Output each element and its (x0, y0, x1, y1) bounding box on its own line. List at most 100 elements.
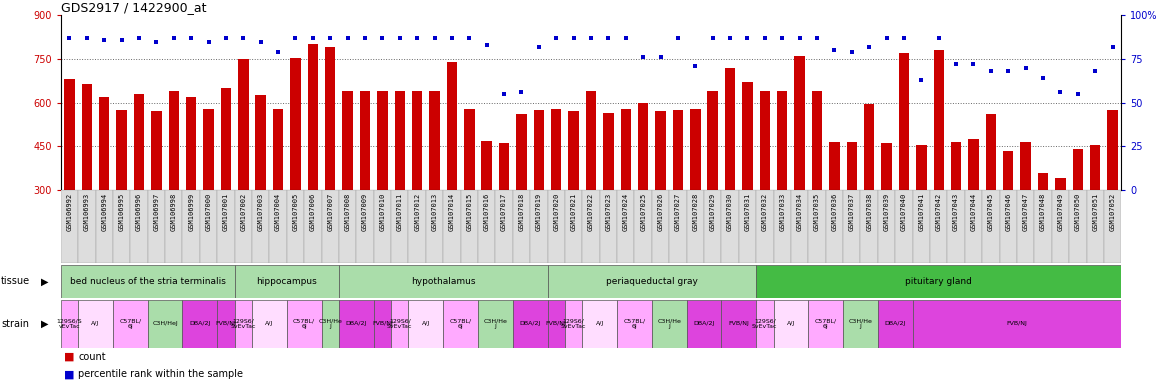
Bar (252, 300, 287, 348)
Text: GSM107037: GSM107037 (849, 192, 855, 230)
Bar (617, 190, 634, 263)
Text: GSM107019: GSM107019 (536, 192, 542, 230)
Text: GSM107007: GSM107007 (327, 192, 333, 230)
Text: ■: ■ (64, 352, 75, 362)
Bar (217, 190, 235, 263)
Point (842, 49, 861, 55)
Text: GSM107024: GSM107024 (623, 192, 628, 230)
Point (825, 47, 843, 53)
Text: GSM107039: GSM107039 (883, 192, 890, 230)
Bar (235, 190, 252, 263)
Bar (203, 109, 214, 190)
Bar (808, 300, 843, 348)
Text: DBA/2J: DBA/2J (189, 321, 210, 326)
Point (947, 61, 966, 67)
Bar (238, 59, 249, 190)
Bar (1090, 145, 1100, 190)
Bar (1021, 142, 1031, 190)
Bar (78, 300, 113, 348)
Text: GSM107044: GSM107044 (971, 192, 976, 230)
Text: C3H/He
J: C3H/He J (849, 318, 872, 329)
Text: A/J: A/J (91, 321, 99, 326)
Point (286, 35, 305, 41)
Text: GSM107030: GSM107030 (728, 192, 734, 230)
Text: GSM107034: GSM107034 (797, 192, 802, 230)
Bar (655, 111, 666, 190)
Text: GSM107023: GSM107023 (605, 192, 611, 230)
Text: GSM107028: GSM107028 (693, 192, 698, 230)
Point (460, 35, 479, 41)
Text: GSM107001: GSM107001 (223, 192, 229, 230)
Text: GSM107005: GSM107005 (292, 192, 299, 230)
Bar (548, 190, 565, 263)
Bar (412, 91, 423, 190)
Text: bed nucleus of the stria terminalis: bed nucleus of the stria terminalis (70, 277, 225, 286)
Bar (270, 190, 287, 263)
Bar (895, 190, 912, 263)
Point (564, 35, 583, 41)
Bar (235, 265, 339, 298)
Bar (82, 84, 92, 190)
Point (686, 63, 704, 69)
Bar (1069, 190, 1086, 263)
Point (77, 35, 96, 41)
Text: C57BL/
6J: C57BL/ 6J (814, 318, 836, 329)
Bar (722, 190, 739, 263)
Text: GSM107040: GSM107040 (901, 192, 908, 230)
Point (912, 77, 931, 83)
Text: A/J: A/J (787, 321, 795, 326)
Text: GSM107000: GSM107000 (206, 192, 211, 230)
Bar (565, 300, 583, 348)
Text: C3H/He
J: C3H/He J (658, 318, 681, 329)
Text: 129S6/
SvEvTac: 129S6/ SvEvTac (752, 318, 778, 329)
Bar (409, 190, 426, 263)
Bar (409, 300, 443, 348)
Point (216, 35, 235, 41)
Text: GSM107016: GSM107016 (484, 192, 489, 230)
Bar (1072, 149, 1083, 190)
Point (895, 35, 913, 41)
Text: 129S6/
SvEvTac: 129S6/ SvEvTac (230, 318, 256, 329)
Bar (912, 300, 1121, 348)
Text: GSM107029: GSM107029 (710, 192, 716, 230)
Point (599, 35, 618, 41)
Bar (912, 190, 930, 263)
Bar (513, 300, 548, 348)
Point (756, 35, 774, 41)
Point (791, 35, 809, 41)
Bar (168, 91, 179, 190)
Bar (426, 190, 443, 263)
Bar (1055, 179, 1065, 190)
Bar (113, 190, 131, 263)
Bar (99, 97, 110, 190)
Point (703, 35, 722, 41)
Bar (1086, 190, 1104, 263)
Text: A/J: A/J (596, 321, 604, 326)
Bar (165, 190, 182, 263)
Point (339, 35, 357, 41)
Bar (947, 190, 965, 263)
Bar (673, 110, 683, 190)
Text: C57BL/
6J: C57BL/ 6J (293, 318, 315, 329)
Text: GSM107046: GSM107046 (1006, 192, 1011, 230)
Point (304, 35, 322, 41)
Bar (147, 190, 165, 263)
Bar (534, 110, 544, 190)
Text: A/J: A/J (422, 321, 430, 326)
Text: count: count (78, 352, 106, 362)
Text: ▶: ▶ (41, 276, 48, 286)
Point (634, 54, 653, 60)
Bar (374, 190, 391, 263)
Point (1069, 91, 1087, 97)
Bar (182, 190, 200, 263)
Bar (603, 113, 613, 190)
Bar (882, 144, 892, 190)
Point (165, 35, 183, 41)
Point (999, 68, 1017, 74)
Bar (687, 300, 722, 348)
Bar (395, 91, 405, 190)
Text: FVB/NJ: FVB/NJ (215, 321, 236, 326)
Bar (756, 265, 1121, 298)
Bar (843, 190, 861, 263)
Text: strain: strain (1, 318, 29, 329)
